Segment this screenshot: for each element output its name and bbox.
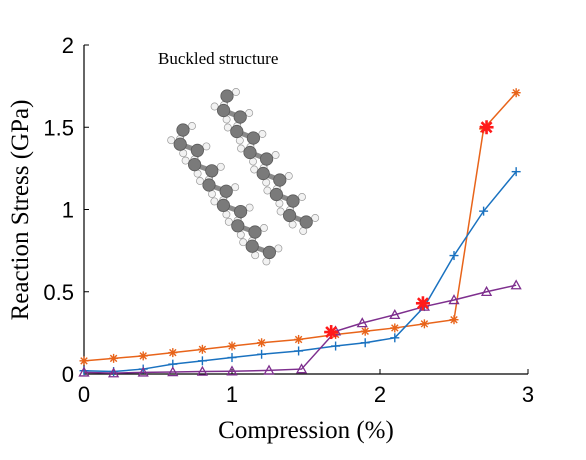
series-2-point bbox=[257, 349, 267, 359]
highlight-point bbox=[415, 296, 430, 311]
series-3-point bbox=[480, 285, 493, 297]
series-3-point bbox=[78, 366, 90, 377]
series-2-point bbox=[294, 346, 304, 356]
series-3-point bbox=[510, 279, 522, 290]
series-1-point bbox=[109, 353, 119, 363]
highlight-layer bbox=[324, 120, 494, 340]
molecule-chain-right bbox=[210, 88, 320, 235]
series-1-point bbox=[294, 334, 304, 344]
buckled-structure-molecule bbox=[167, 88, 320, 266]
series-1-point bbox=[257, 338, 267, 348]
x-tick-label: 0 bbox=[78, 382, 90, 407]
series-2-point bbox=[390, 333, 400, 343]
y-tick-label: 0 bbox=[62, 362, 74, 387]
series-1-point bbox=[390, 323, 400, 333]
series-3-point bbox=[137, 366, 149, 377]
series-1-point bbox=[197, 344, 207, 354]
series-line-3 bbox=[83, 284, 517, 374]
series-2-point bbox=[449, 251, 459, 261]
series-3-point bbox=[295, 363, 308, 374]
x-tick-label: 3 bbox=[522, 382, 534, 407]
buckled-structure-label: Buckled structure bbox=[158, 49, 278, 68]
molecule-chain-left bbox=[167, 122, 283, 266]
series-1-point bbox=[138, 351, 148, 361]
y-tick-label: 0.5 bbox=[43, 280, 74, 305]
series-2-point bbox=[360, 338, 370, 348]
series-3-point bbox=[448, 294, 460, 305]
series-2-point bbox=[511, 167, 521, 177]
series-2-point bbox=[331, 341, 341, 351]
y-axis-label: Reaction Stress (GPa) bbox=[7, 100, 34, 321]
y-ticks: 0 0.5 1 1.5 2 bbox=[43, 33, 89, 387]
y-tick-label: 2 bbox=[62, 33, 74, 58]
series-3-point bbox=[107, 367, 120, 378]
series-3-point bbox=[356, 317, 368, 328]
highlight-point bbox=[324, 325, 339, 340]
x-axis-label: Compression (%) bbox=[218, 417, 394, 444]
series-3-point bbox=[226, 365, 238, 376]
series-layer bbox=[78, 88, 522, 378]
series-1-point bbox=[449, 315, 459, 325]
series-3-point bbox=[167, 366, 179, 377]
x-ticks: 0 1 2 3 bbox=[78, 369, 534, 407]
series-2-point bbox=[479, 206, 489, 216]
series-1-point bbox=[511, 88, 521, 98]
series-1-point bbox=[79, 356, 89, 366]
series-1-point bbox=[168, 348, 178, 358]
series-3-point bbox=[196, 365, 209, 376]
y-tick-label: 1 bbox=[62, 198, 74, 223]
series-3-point bbox=[389, 308, 401, 320]
series-1-point bbox=[360, 326, 370, 336]
x-tick-label: 1 bbox=[226, 382, 238, 407]
series-1-point bbox=[419, 319, 429, 329]
y-tick-label: 1.5 bbox=[43, 115, 74, 140]
series-3-point bbox=[263, 364, 275, 375]
highlight-point bbox=[479, 120, 494, 135]
series-1-point bbox=[227, 341, 237, 351]
x-tick-label: 2 bbox=[374, 382, 386, 407]
series-2-point bbox=[227, 353, 237, 363]
series-2-point bbox=[197, 356, 207, 366]
